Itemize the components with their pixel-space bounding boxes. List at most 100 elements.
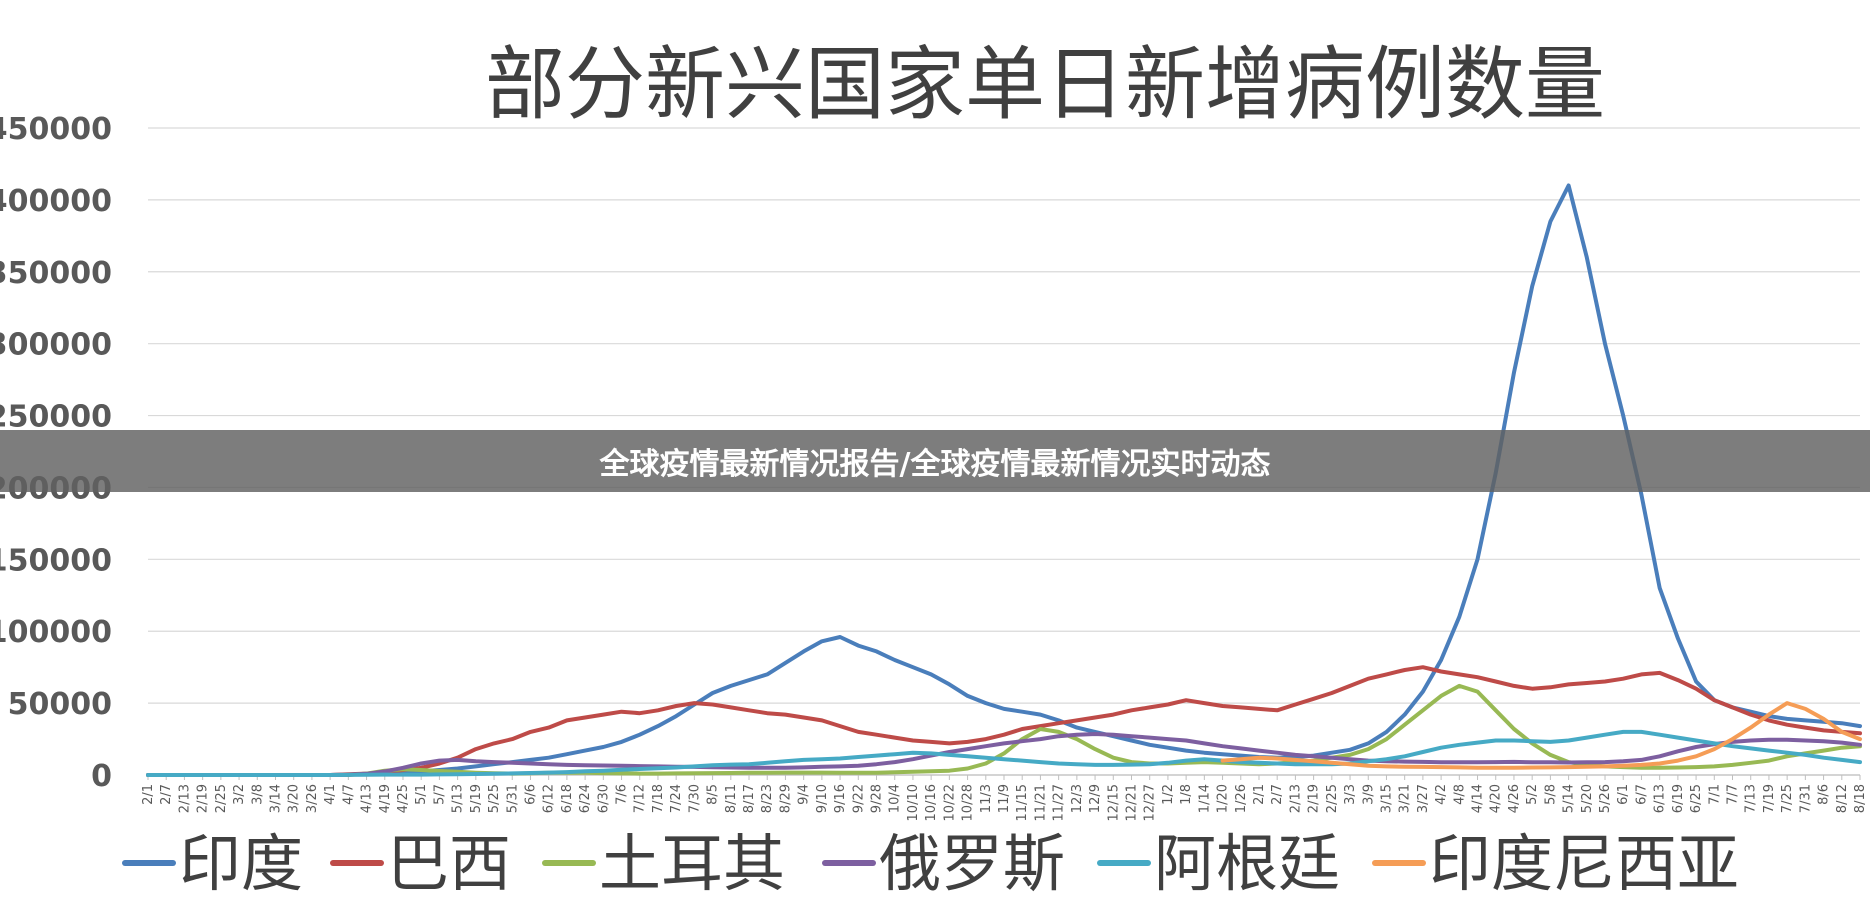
data-point: [492, 741, 496, 745]
x-tick-label: 4/1: [323, 784, 338, 805]
data-point: [893, 736, 897, 740]
data-point: [1075, 737, 1079, 741]
x-tick-label: 7/18: [651, 784, 666, 813]
data-point: [456, 758, 460, 762]
data-point: [1712, 698, 1716, 702]
data-point: [1366, 759, 1370, 763]
data-point: [528, 761, 533, 766]
x-tick-label: 11/15: [1015, 784, 1030, 821]
data-point: [1421, 690, 1425, 694]
data-point: [1639, 766, 1644, 770]
x-tick-label: 2/19: [1307, 784, 1322, 813]
data-point: [1312, 697, 1316, 701]
data-point: [674, 704, 678, 708]
data-point: [765, 672, 769, 676]
data-point: [328, 773, 332, 777]
data-point: [474, 772, 478, 776]
data-point: [947, 753, 951, 757]
data-point: [638, 764, 642, 768]
data-point: [656, 708, 660, 712]
x-tick-label: 10/10: [906, 784, 921, 821]
data-point: [1530, 760, 1534, 764]
data-point: [237, 773, 241, 777]
data-point: [1676, 749, 1680, 753]
data-point: [474, 759, 478, 763]
data-point: [856, 730, 860, 734]
data-point: [1585, 255, 1589, 259]
data-point: [1220, 744, 1225, 748]
x-tick-label: 1/14: [1197, 784, 1212, 813]
x-tick-label: 1/8: [1179, 784, 1194, 805]
y-tick-label: 100000: [0, 615, 112, 650]
data-point: [1548, 765, 1552, 769]
data-point: [1457, 765, 1461, 769]
data-point: [1020, 727, 1024, 731]
data-point: [674, 714, 678, 718]
data-point: [601, 713, 605, 717]
x-tick-label: 4/19: [378, 784, 393, 813]
data-point: [893, 658, 897, 662]
data-point: [1421, 665, 1425, 669]
legend-label: 俄罗斯: [879, 827, 1065, 900]
x-tick-label: 7/6: [615, 784, 630, 805]
x-tick-label: 3/3: [1343, 784, 1358, 805]
x-tick-label: 3/20: [287, 784, 302, 813]
data-point: [747, 771, 751, 775]
data-point: [674, 765, 678, 770]
data-point: [1494, 738, 1498, 743]
legend-item: 巴西: [330, 827, 511, 900]
x-tick-label: 4/25: [396, 784, 411, 813]
data-point: [1002, 741, 1006, 745]
data-point: [802, 770, 806, 775]
data-point: [729, 763, 733, 767]
data-point: [1767, 713, 1771, 717]
x-tick-label: 9/10: [815, 784, 830, 813]
data-point: [1639, 493, 1644, 497]
data-point: [1057, 761, 1061, 766]
legend-label: 印度尼西亚: [1429, 827, 1739, 900]
data-point: [1548, 753, 1552, 757]
data-point: [1475, 675, 1480, 679]
data-point: [783, 661, 788, 665]
y-tick-label: 50000: [8, 687, 112, 722]
data-point: [1475, 741, 1480, 745]
data-point: [547, 762, 551, 766]
data-point: [1585, 736, 1589, 740]
x-tick-label: 5/19: [469, 784, 484, 813]
data-point: [692, 701, 696, 705]
data-point: [565, 752, 569, 756]
x-tick-label: 8/17: [742, 784, 757, 813]
data-point: [419, 761, 423, 766]
y-tick-label: 300000: [0, 328, 112, 363]
data-point: [1111, 763, 1115, 767]
data-point: [1676, 759, 1680, 763]
data-point: [911, 757, 915, 761]
data-point: [1530, 765, 1534, 770]
data-point: [1603, 733, 1607, 737]
data-point: [1676, 765, 1680, 770]
data-point: [1821, 739, 1826, 743]
x-tick-label: 3/26: [305, 784, 320, 813]
data-point: [1075, 762, 1079, 766]
x-tick-label: 4/20: [1489, 784, 1504, 813]
data-point: [1585, 681, 1589, 685]
x-tick-label: 5/31: [505, 784, 520, 813]
data-point: [1439, 765, 1443, 769]
data-point: [1129, 734, 1134, 738]
data-point: [729, 705, 733, 710]
data-point: [1348, 757, 1352, 761]
x-tick-label: 3/21: [1398, 784, 1413, 813]
data-point: [1293, 702, 1298, 707]
data-point: [1257, 756, 1261, 760]
x-tick-label: 7/25: [1780, 784, 1795, 813]
legend-label: 印度: [179, 827, 303, 900]
data-point: [1494, 766, 1498, 770]
data-point: [619, 771, 624, 776]
data-point: [965, 694, 970, 698]
x-tick-label: 6/19: [1671, 784, 1686, 813]
data-point: [1384, 672, 1389, 676]
data-point: [911, 751, 915, 755]
data-point: [437, 772, 442, 777]
data-point: [984, 737, 988, 741]
data-point: [619, 764, 624, 768]
